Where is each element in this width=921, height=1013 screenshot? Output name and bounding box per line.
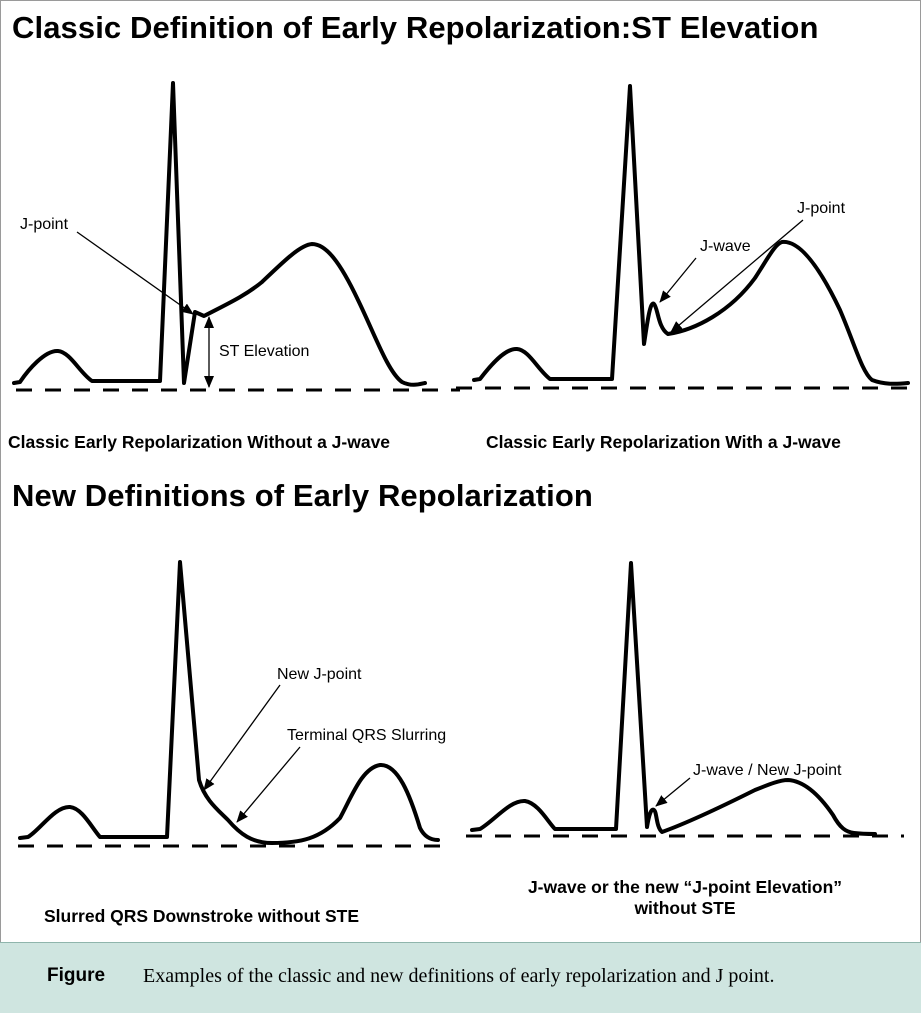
terminal-qrs-slurring-label: Terminal QRS Slurring [287, 727, 447, 744]
bottom-right-caption: J-wave or the new “J-point Elevation” wi… [510, 877, 860, 919]
bottom-left-caption: Slurred QRS Downstroke without STE [44, 906, 360, 926]
top-left-caption: Classic Early Repolarization Without a J… [8, 432, 391, 452]
ecg-bottom-left [18, 560, 445, 848]
st-elevation-label: ST Elevation [219, 343, 310, 360]
j-point-label: J-point [20, 216, 69, 233]
figure-label: Figure [47, 965, 106, 986]
j-point-arrow [670, 219, 804, 333]
bottom-right-caption-line2: without STE [634, 898, 736, 918]
figure-caption-text: Examples of the classic and new definiti… [143, 965, 775, 987]
figure-caption-bar: Figure Examples of the classic and new d… [0, 942, 921, 1013]
ecg-top-right [456, 84, 912, 390]
ecg-waveform [18, 560, 440, 845]
ecg-waveform [470, 561, 877, 836]
top-section-heading: Classic Definition of Early Repolarizati… [12, 10, 819, 45]
ecg-bottom-right [466, 561, 904, 838]
j-wave-new-j-point-arrow [655, 777, 691, 807]
bottom-section-heading: New Definitions of Early Repolarization [12, 478, 593, 513]
j-wave-arrow [659, 257, 697, 303]
j-point-label: J-point [797, 200, 846, 217]
j-point-arrow [76, 231, 194, 315]
new-j-point-label: New J-point [277, 666, 362, 683]
top-right-caption: Classic Early Repolarization With a J-wa… [486, 432, 841, 452]
ecg-top-left [12, 81, 460, 392]
ecg-illustrations [12, 81, 912, 848]
bottom-right-caption-line1: J-wave or the new “J-point Elevation” [527, 877, 843, 897]
terminal-slurring-arrow [236, 746, 301, 823]
ecg-waveform [472, 84, 910, 386]
j-wave-label: J-wave [700, 238, 751, 255]
j-wave-new-j-point-label: J-wave / New J-point [693, 762, 842, 779]
new-j-point-arrow [203, 684, 281, 791]
ecg-waveform [12, 81, 427, 387]
